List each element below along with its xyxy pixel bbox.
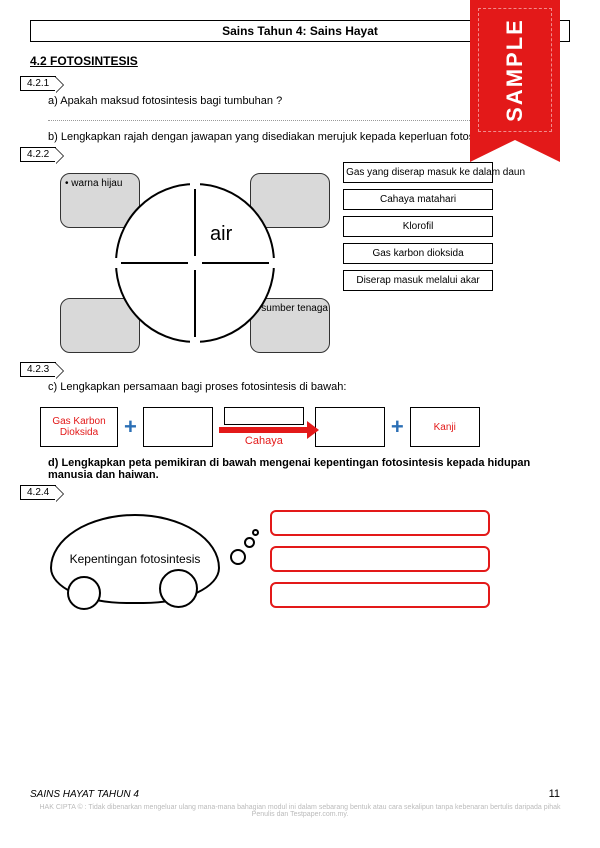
cloud-label: Kepentingan fotosintesis [70,552,201,566]
question-d: d) Lengkapkan peta pemikiran di bawah me… [48,457,570,481]
eq-gas: Gas Karbon Dioksida [40,407,118,447]
answer-column [270,510,490,608]
eq-blank-2 [315,407,385,447]
plus-icon-1: + [124,414,137,440]
cloud-shape: Kepentingan fotosintesis [50,514,220,604]
eq-kanji: Kanji [410,407,480,447]
ribbon-text: SAMPLE [502,18,528,122]
eq-blank-1 [143,407,213,447]
option-4: Gas karbon dioksida [343,243,493,264]
question-c: c) Lengkapkan persamaan bagi proses foto… [48,381,570,393]
tag-421: 4.2.1 [20,76,56,91]
answer-box-3 [270,582,490,608]
option-3: Klorofil [343,216,493,237]
circle-diagram: • warna hijau • sumber tenaga air [60,168,330,358]
plus-icon-2: + [391,414,404,440]
red-arrow-icon [219,427,309,433]
answer-box-2 [270,546,490,572]
mind-map: Kepentingan fotosintesis [50,510,570,608]
tag-424: 4.2.4 [20,485,56,500]
sample-ribbon: SAMPLE [470,0,560,140]
arrow-stack: Cahaya [219,407,309,447]
option-2: Cahaya matahari [343,189,493,210]
question-d-text: d) Lengkapkan peta pemikiran di bawah me… [48,457,530,481]
footer: SAINS HAYAT TAHUN 4 HAK CIPTA © : Tidak … [30,789,570,818]
tag-423: 4.2.3 [20,362,56,377]
arrow-top-blank [224,407,304,425]
circle-center-label: air [210,223,232,246]
arrow-label: Cahaya [245,435,283,447]
answer-box-1 [270,510,490,536]
copyright: HAK CIPTA © : Tidak dibenarkan mengeluar… [30,804,570,818]
thought-bubbles [230,529,260,589]
options-column: Gas yang diserap masuk ke dalam daun Cah… [343,162,493,297]
tag-422: 4.2.2 [20,147,56,162]
equation-row: Gas Karbon Dioksida + Cahaya + Kanji [40,407,570,447]
footer-text: SAINS HAYAT TAHUN 4 [30,789,139,800]
option-5: Diserap masuk melalui akar [343,270,493,291]
option-1: Gas yang diserap masuk ke dalam daun [343,162,493,183]
